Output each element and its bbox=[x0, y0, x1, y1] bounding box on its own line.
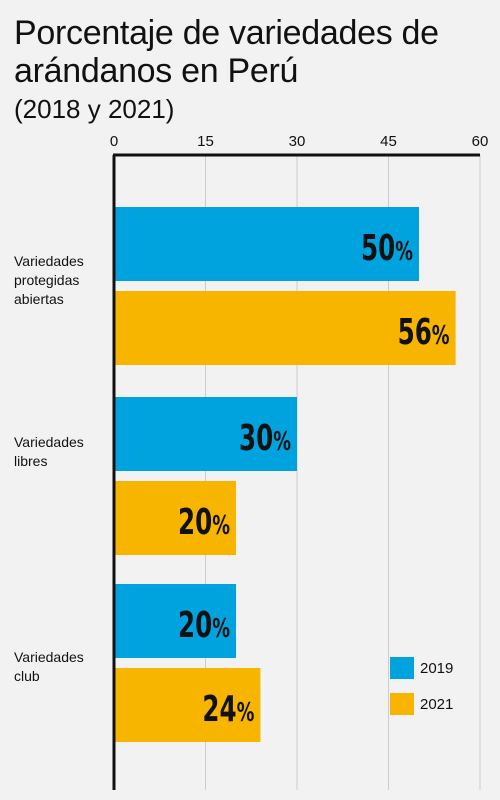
data-label-2021-1: 20% bbox=[178, 502, 230, 543]
bar-2021-1 bbox=[114, 481, 236, 555]
bar-2019-0 bbox=[114, 207, 419, 281]
bar-2019-2 bbox=[114, 584, 236, 658]
data-label-2021-2: 24% bbox=[202, 689, 254, 730]
data-label-2019-1: 30% bbox=[239, 418, 291, 459]
category-label-protegidas: Variedades protegidas abiertas bbox=[14, 253, 84, 307]
legend-item-2021: 2021 bbox=[390, 692, 453, 716]
x-tick-label-30: 30 bbox=[289, 133, 306, 150]
x-tick-label-60: 60 bbox=[472, 133, 489, 150]
legend-label-2019: 2019 bbox=[420, 659, 454, 677]
data-label-2019-2: 20% bbox=[178, 605, 230, 646]
bar-2021-2 bbox=[114, 668, 261, 742]
legend-swatch-2021 bbox=[390, 693, 414, 715]
x-tick-label-0: 0 bbox=[110, 133, 118, 150]
bar-2021-0 bbox=[114, 291, 456, 365]
bar-2019-1 bbox=[114, 397, 297, 471]
legend-label-2021: 2021 bbox=[420, 695, 454, 713]
x-tick-label-45: 45 bbox=[380, 133, 397, 150]
chart-subtitle: (2018 y 2021) bbox=[14, 94, 175, 124]
chart-title: Porcentaje de variedades de arándanos en… bbox=[14, 14, 439, 90]
category-label-libres: Variedades libres bbox=[14, 434, 84, 469]
data-label-2019-0: 50% bbox=[361, 228, 413, 269]
category-label-club: Variedades club bbox=[14, 649, 84, 684]
legend: 2019 2021 bbox=[390, 656, 453, 728]
legend-swatch-2019 bbox=[390, 657, 414, 679]
legend-item-2019: 2019 bbox=[390, 656, 453, 680]
x-tick-label-15: 15 bbox=[197, 133, 214, 150]
data-label-2021-0: 56% bbox=[398, 312, 450, 353]
